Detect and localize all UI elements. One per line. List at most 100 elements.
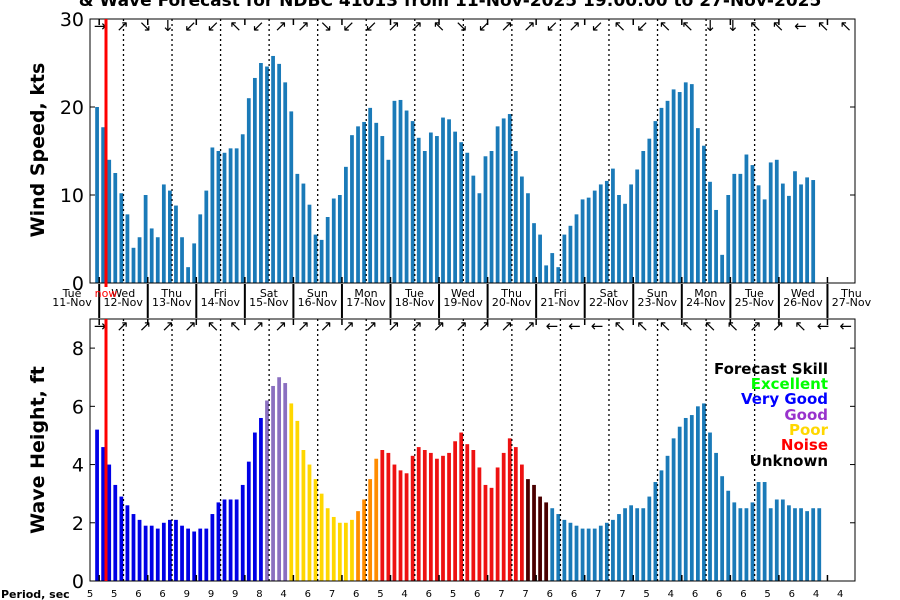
wind-bars (95, 55, 816, 284)
wind-bar (532, 223, 536, 283)
period-value: 7 (619, 589, 625, 600)
wind-bar (240, 134, 245, 283)
wave-bar (756, 482, 761, 581)
day-date: 25-Nov (735, 296, 775, 309)
wave-bar (817, 508, 822, 581)
period-value: 6 (571, 589, 577, 600)
wind-bar (174, 205, 178, 283)
wind-bar (732, 173, 737, 283)
period-value: 6 (135, 589, 141, 600)
day-dow: Fri (214, 287, 227, 300)
wind-bar (483, 156, 488, 283)
wind-bar (234, 148, 239, 283)
wind-direction-arrow: ↗ (501, 17, 514, 35)
y-tick-label: 30 (60, 9, 84, 31)
y-tick-label: 0 (72, 571, 84, 593)
wind-bar (659, 107, 664, 283)
wind-bar (677, 92, 682, 283)
period-value: 5 (87, 589, 93, 600)
wind-bar (107, 159, 112, 283)
wind-bar (714, 209, 718, 283)
wind-bar (702, 145, 706, 283)
wind-bar (277, 63, 282, 283)
wind-bar (180, 237, 184, 283)
wind-bar (793, 171, 797, 283)
wind-bar (422, 151, 427, 283)
day-dow: Sun (307, 287, 328, 300)
wind-direction-arrow: ↖ (817, 17, 830, 35)
period-value: 5 (450, 589, 456, 600)
day-dow: Sat (260, 287, 279, 300)
legend-noise: Noise (781, 436, 828, 454)
wind-bar (768, 162, 773, 283)
wind-bar (689, 84, 694, 284)
period-value: 7 (498, 589, 504, 600)
wave-bar (544, 502, 549, 581)
wave-bar (204, 528, 209, 581)
wave-direction-arrow: ↗ (184, 317, 197, 335)
y-tick-label: 2 (72, 513, 84, 535)
wind-bar (805, 177, 809, 283)
wave-bar (234, 499, 239, 581)
day-date: 15-Nov (249, 296, 289, 309)
wind-direction-arrow: ↙ (365, 17, 378, 35)
wave-direction-arrow: ↗ (139, 317, 152, 335)
wave-direction-arrow: ↗ (388, 317, 401, 335)
period-value: 7 (329, 589, 335, 600)
wind-bar (210, 147, 215, 283)
wind-direction-arrow: → (94, 17, 107, 35)
wind-bar (113, 173, 118, 283)
day-dow: Sat (600, 287, 619, 300)
wind-bar (671, 89, 676, 284)
wave-bar (186, 528, 190, 581)
wind-bar (708, 181, 712, 283)
day-dow: Wed (451, 287, 475, 300)
wind-bar (356, 126, 360, 283)
wind-bar (544, 265, 549, 283)
day-date: 13-Nov (152, 296, 192, 309)
wave-direction-arrow: ↖ (659, 317, 672, 335)
wind-bar (550, 253, 555, 283)
day-dow: Thu (840, 287, 862, 300)
wind-direction-arrow: ↙ (591, 17, 604, 35)
wave-bar (210, 514, 215, 581)
wind-bar (204, 190, 209, 283)
wind-direction-arrow: ↓ (727, 17, 740, 35)
wave-bar (95, 429, 99, 581)
wind-bar (313, 234, 318, 283)
day-date: 17-Nov (346, 296, 386, 309)
wind-bar (526, 193, 530, 283)
period-value: 6 (740, 589, 746, 600)
chart-title: & Wave Forecast for NDBC 41013 from 11-N… (79, 0, 822, 11)
wave-bar (677, 426, 682, 581)
wind-direction-arrow: ↖ (772, 17, 785, 35)
wave-bar (738, 508, 743, 581)
period-value: 6 (474, 589, 480, 600)
wave-bar (416, 447, 421, 581)
wind-bar (520, 176, 524, 283)
day-date: 11-Nov (52, 296, 92, 309)
wind-bar (350, 135, 354, 283)
wave-bar (653, 482, 658, 581)
legend-good: Good (784, 406, 828, 424)
wind-bar (471, 175, 476, 283)
wind-direction-arrow: ↗ (410, 17, 423, 35)
wave-bar (459, 432, 464, 581)
wave-direction-arrow: ↗ (433, 317, 446, 335)
day-date: 12-Nov (103, 296, 143, 309)
day-dow: Wed (111, 287, 135, 300)
period-value: 7 (595, 589, 601, 600)
wave-bar (107, 464, 112, 581)
wind-bar (762, 199, 767, 283)
wind-bar (568, 225, 573, 283)
wave-direction-arrow: ↖ (229, 317, 242, 335)
wind-bar (641, 151, 646, 283)
wave-direction-arrow: ↗ (365, 317, 378, 335)
wave-bar (222, 499, 227, 581)
wave-bar (683, 417, 688, 581)
y-tick-label: 20 (60, 97, 84, 119)
wave-bar (301, 450, 306, 581)
wave-bar (671, 438, 676, 581)
wind-bar (507, 114, 512, 283)
wave-bar (119, 496, 124, 581)
